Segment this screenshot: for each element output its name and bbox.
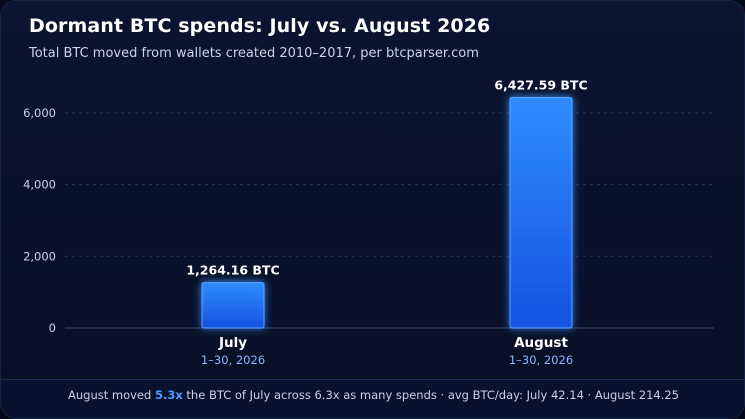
x-tick-sublabel: 1–30, 2026 <box>201 353 265 367</box>
footer-prefix: August moved <box>67 388 155 402</box>
footer-text: August moved 5.3x the BTC of July across… <box>1 388 744 402</box>
labels: 1,264.16 BTC July 1–30, 2026 6,427.59 BTC Au… <box>186 78 587 367</box>
grid-lines <box>65 112 714 329</box>
y-tick-label: 2,000 <box>23 249 56 263</box>
bar-value-label: 1,264.16 BTC <box>186 263 279 278</box>
bar-july <box>201 282 265 329</box>
y-tick-label: 6,000 <box>23 106 56 120</box>
footer-highlight: 5.3x <box>154 388 183 402</box>
bar-value-label: 6,427.59 BTC <box>494 78 587 93</box>
y-tick-label: 4,000 <box>23 178 56 192</box>
x-tick-label: August <box>514 335 568 351</box>
bar-august <box>509 97 573 329</box>
x-tick-label: July <box>218 335 247 351</box>
x-tick-sublabel: 1–30, 2026 <box>509 353 573 367</box>
footer-note: August moved 5.3x the BTC of July across… <box>1 379 744 418</box>
bars <box>201 97 573 329</box>
chart-subtitle: Total BTC moved from wallets created 201… <box>29 46 479 61</box>
y-tick-label: 0 <box>49 321 56 335</box>
y-axis-ticks: 0 2,000 4,000 6,000 <box>23 106 56 335</box>
footer-suffix: the BTC of July across 6.3x as many spen… <box>182 388 679 402</box>
chart-title: Dormant BTC spends: July vs. August 2026 <box>29 15 491 37</box>
bar-chart: 0 2,000 4,000 6,000 1,264.16 BTC July 1–30, 2… <box>23 78 714 367</box>
